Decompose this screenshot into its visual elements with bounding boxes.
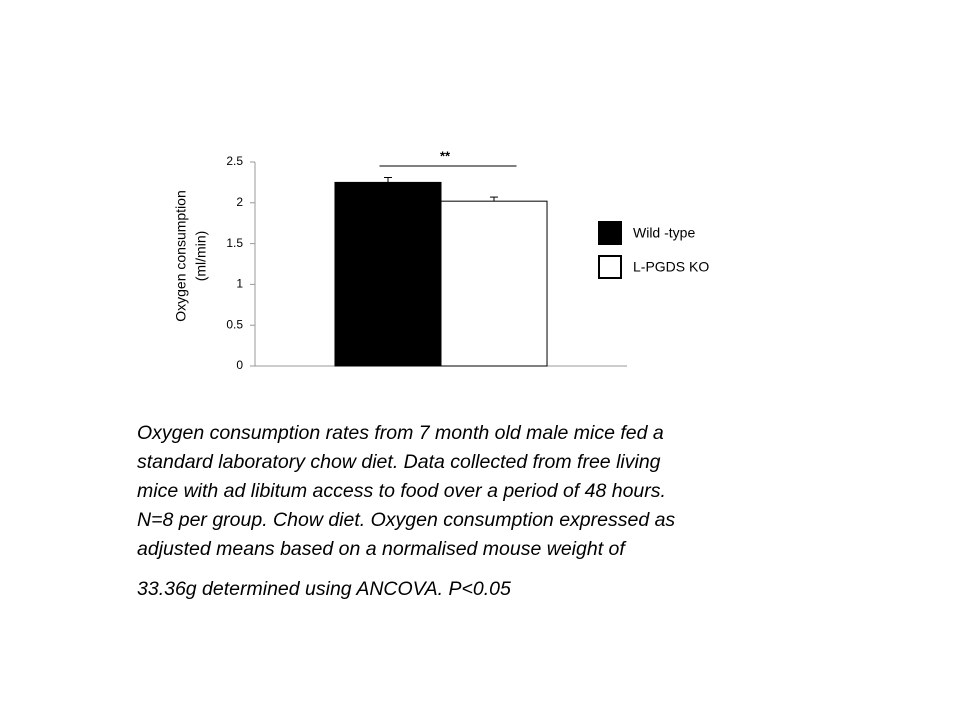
caption-line: Oxygen consumption rates from 7 month ol… xyxy=(137,422,664,444)
y-tick-label: 2 xyxy=(236,195,243,209)
legend-label: L-PGDS KO xyxy=(633,259,709,275)
caption-line: standard laboratory chow diet. Data coll… xyxy=(137,451,661,473)
significance-label: ** xyxy=(440,148,451,163)
y-tick-label: 0.5 xyxy=(226,317,243,331)
legend-swatch xyxy=(598,255,622,279)
caption-line: adjusted means based on a normalised mou… xyxy=(137,538,627,560)
y-tick-label: 2.5 xyxy=(226,154,243,168)
y-tick-label: 0 xyxy=(236,358,243,372)
legend-swatch xyxy=(598,221,622,245)
y-tick-label: 1 xyxy=(236,277,243,291)
caption-line: N=8 per group. Chow diet. Oxygen consump… xyxy=(137,509,675,531)
bar xyxy=(334,181,442,367)
legend-label: Wild -type xyxy=(633,225,695,241)
y-axis-label: Oxygen consumption xyxy=(173,190,189,322)
y-axis-label: (ml/min) xyxy=(193,231,209,282)
y-tick-label: 1.5 xyxy=(226,236,243,250)
caption-line: mice with ad libitum access to food over… xyxy=(137,480,666,502)
caption-line: 33.36g determined using ANCOVA. P<0.05 xyxy=(137,578,511,600)
bar xyxy=(440,200,548,367)
